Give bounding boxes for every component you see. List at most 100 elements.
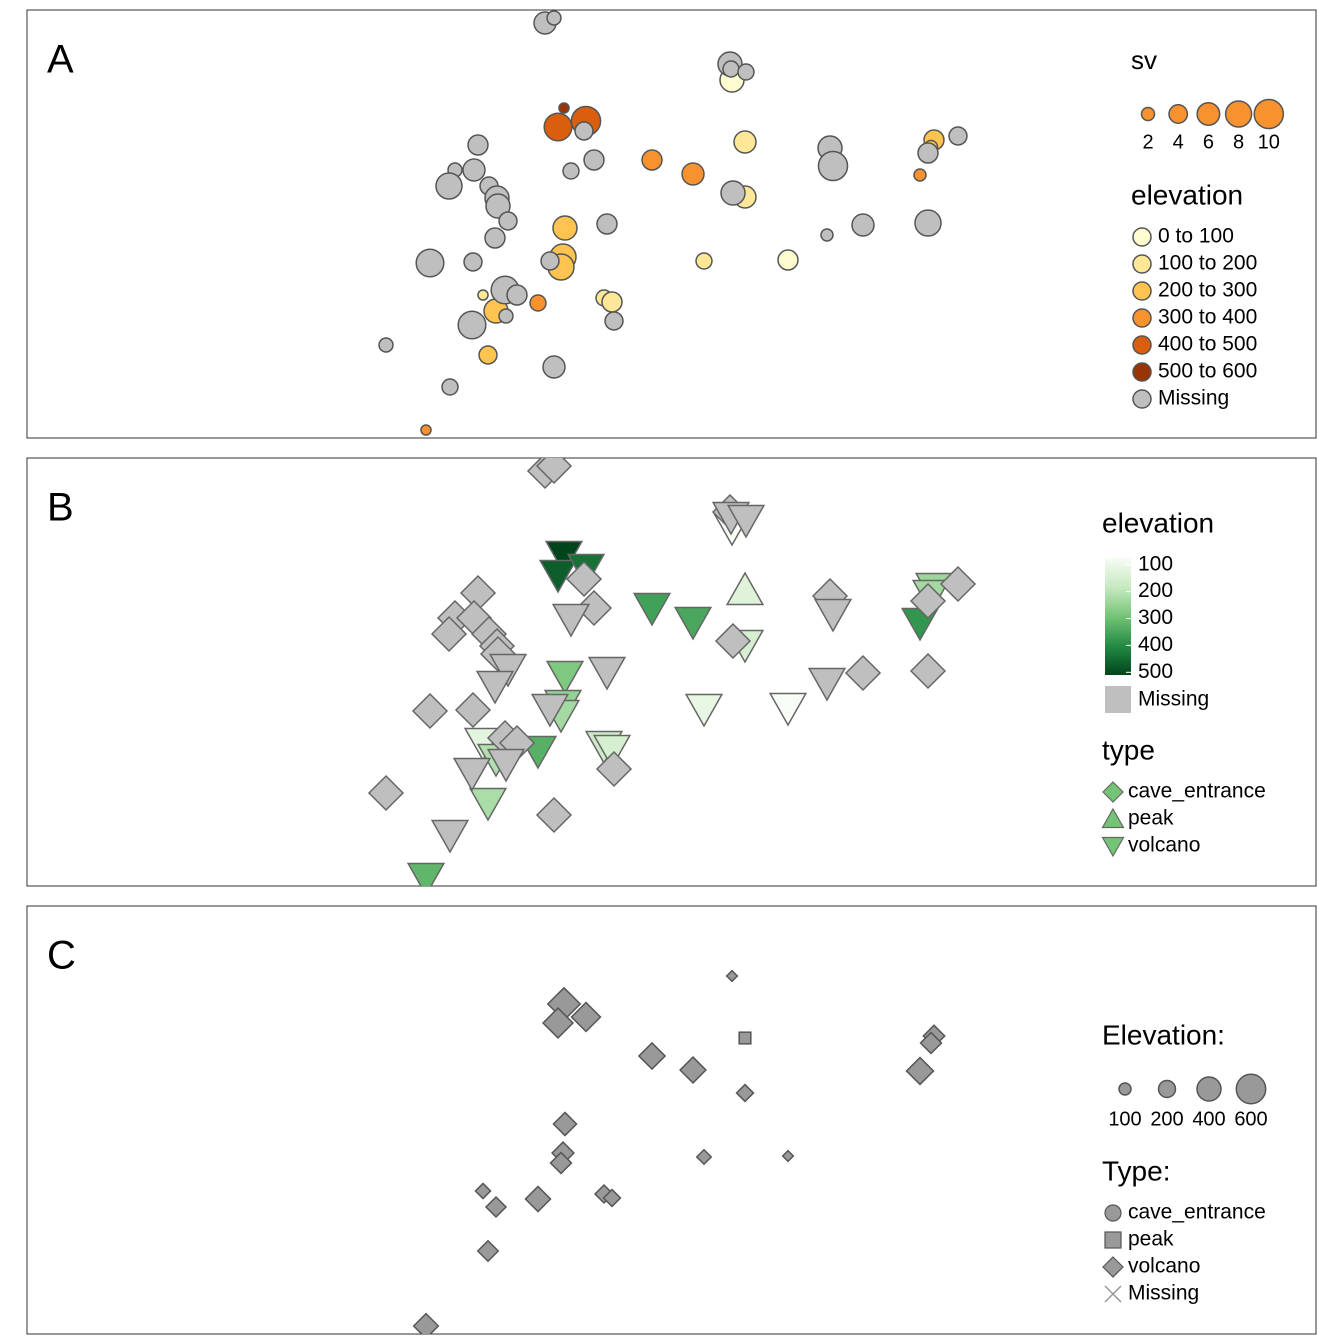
point	[851, 213, 875, 237]
legend-symbol	[1132, 308, 1152, 328]
legend-symbol	[1253, 98, 1285, 130]
legend-title: elevation	[1102, 507, 1214, 538]
legend-title: Type:	[1102, 1155, 1170, 1186]
color-bar	[1105, 558, 1131, 675]
legend-label: Missing	[1128, 1282, 1199, 1305]
point	[781, 1149, 795, 1163]
legend-label: 400	[1138, 633, 1173, 656]
point	[733, 130, 757, 154]
point	[726, 504, 766, 539]
point	[477, 289, 489, 301]
point	[722, 60, 740, 78]
point	[948, 126, 968, 146]
point	[484, 1195, 508, 1219]
point	[540, 251, 560, 271]
point	[549, 1151, 573, 1175]
point	[546, 10, 562, 26]
panel-label: C	[47, 934, 76, 978]
point	[484, 227, 506, 249]
legend-label: 400	[1192, 1108, 1225, 1130]
legend-label: cave_entrance	[1128, 1201, 1266, 1224]
legend-symbol	[1196, 1076, 1222, 1102]
point	[454, 691, 492, 729]
legend-label: Missing	[1138, 688, 1209, 711]
point	[919, 1031, 943, 1055]
legend-label: 100 to 200	[1158, 252, 1257, 275]
legend-symbol	[1105, 686, 1131, 713]
point	[737, 63, 755, 81]
map-layer	[367, 458, 977, 886]
legend-label: 100	[1108, 1108, 1141, 1130]
point	[725, 571, 765, 606]
point	[457, 310, 487, 340]
point	[529, 294, 547, 312]
legend-label: 300	[1138, 606, 1173, 629]
legend-label: 600	[1234, 1108, 1267, 1130]
point	[565, 560, 603, 598]
legend-symbol	[1104, 1231, 1122, 1249]
point	[545, 660, 585, 695]
point	[913, 168, 927, 182]
point	[478, 345, 498, 365]
point	[574, 121, 594, 141]
point	[604, 311, 624, 331]
point	[813, 598, 853, 633]
legend-symbol	[1224, 100, 1253, 128]
point	[673, 606, 713, 641]
legend-symbol	[1104, 1204, 1122, 1222]
legend-label: Missing	[1158, 387, 1229, 410]
legend-label: 6	[1203, 131, 1214, 153]
legend-label: 2	[1142, 131, 1153, 153]
point	[679, 1056, 707, 1084]
panel-label: A	[47, 38, 74, 82]
legend-label: volcano	[1128, 834, 1200, 857]
legend-label: 8	[1233, 131, 1244, 153]
point	[488, 653, 528, 688]
legend-label: 200 to 300	[1158, 279, 1257, 302]
point	[562, 162, 580, 180]
panel-frame	[26, 9, 1317, 439]
legend-label: 300 to 400	[1158, 306, 1257, 329]
legend-symbol	[1102, 781, 1124, 803]
legend-symbol	[1235, 1073, 1267, 1105]
point	[430, 819, 470, 854]
point	[367, 774, 405, 812]
panel-frame	[26, 905, 1317, 1335]
point	[725, 969, 739, 983]
legend-label: peak	[1128, 1228, 1174, 1251]
point	[452, 757, 492, 792]
point	[498, 211, 518, 231]
point	[463, 252, 483, 272]
point	[412, 1312, 440, 1334]
point	[637, 1041, 667, 1071]
point	[917, 142, 939, 164]
point	[467, 134, 489, 156]
point	[541, 1006, 575, 1040]
point	[435, 172, 463, 200]
point	[777, 249, 799, 271]
point	[552, 1111, 578, 1137]
point	[543, 112, 573, 142]
point	[909, 582, 947, 620]
point	[632, 592, 672, 627]
point	[844, 654, 882, 692]
legend-label: peak	[1128, 807, 1174, 830]
legend-label: 200	[1138, 579, 1173, 602]
point	[475, 670, 515, 705]
point	[583, 149, 605, 171]
point	[498, 308, 514, 324]
point	[602, 1188, 622, 1208]
point	[535, 458, 573, 485]
point	[681, 162, 705, 186]
point	[420, 424, 432, 436]
legend-label: cave_entrance	[1128, 780, 1266, 803]
point	[538, 559, 578, 594]
legend-symbol	[1104, 1285, 1122, 1303]
legend-symbol	[1132, 227, 1152, 247]
point	[411, 692, 449, 730]
point	[768, 692, 808, 727]
legend-label: volcano	[1128, 1255, 1200, 1278]
point	[558, 102, 570, 114]
point	[570, 1001, 602, 1033]
